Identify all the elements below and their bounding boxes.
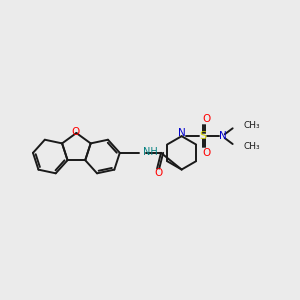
Text: O: O [202, 115, 210, 124]
Text: O: O [202, 148, 210, 158]
Text: NH: NH [143, 147, 158, 157]
Text: S: S [200, 131, 207, 141]
Text: N: N [178, 128, 185, 138]
Text: N: N [219, 131, 227, 141]
Text: CH₃: CH₃ [244, 142, 260, 152]
Text: O: O [154, 169, 162, 178]
Text: CH₃: CH₃ [244, 121, 260, 130]
Text: O: O [71, 127, 80, 137]
